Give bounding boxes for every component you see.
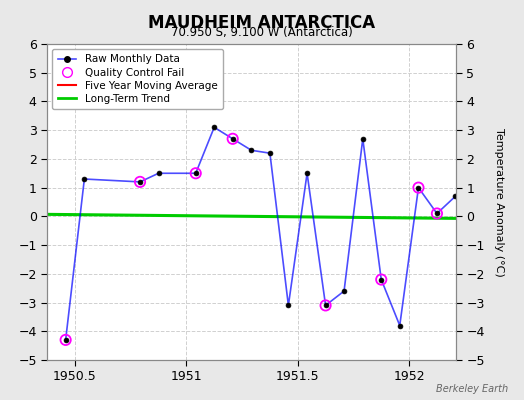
Text: 70.950 S, 9.100 W (Antarctica): 70.950 S, 9.100 W (Antarctica) [171, 26, 353, 39]
Point [136, 179, 144, 185]
Point [192, 170, 200, 176]
Text: MAUDHEIM ANTARCTICA: MAUDHEIM ANTARCTICA [148, 14, 376, 32]
Y-axis label: Temperature Anomaly (°C): Temperature Anomaly (°C) [494, 128, 504, 276]
Point [321, 302, 330, 309]
Legend: Raw Monthly Data, Quality Control Fail, Five Year Moving Average, Long-Term Tren: Raw Monthly Data, Quality Control Fail, … [52, 49, 223, 109]
Point [61, 337, 70, 343]
Point [228, 136, 237, 142]
Text: Berkeley Earth: Berkeley Earth [436, 384, 508, 394]
Point [414, 184, 423, 191]
Point [377, 276, 386, 283]
Point [433, 210, 441, 217]
